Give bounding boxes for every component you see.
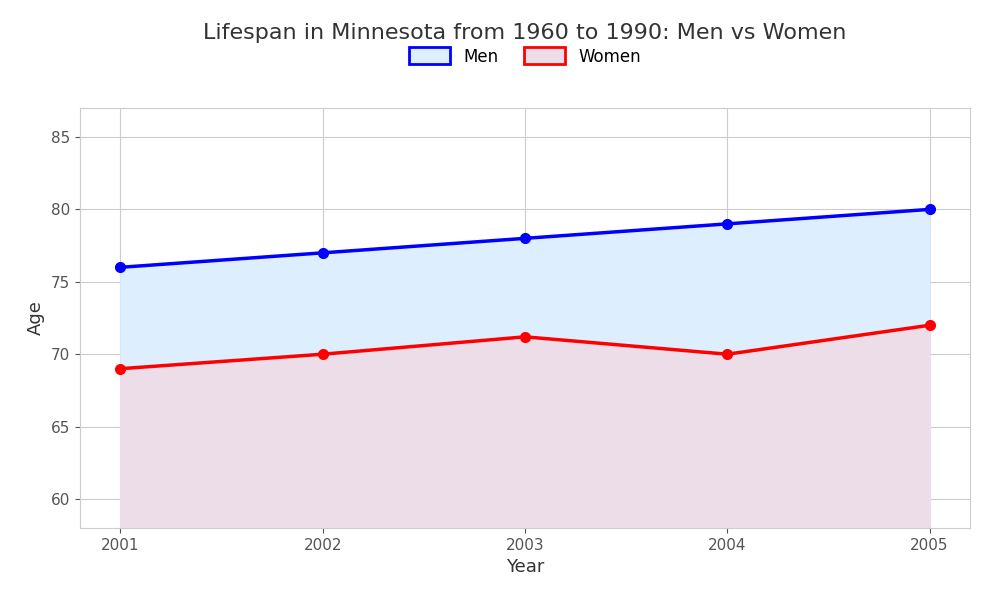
X-axis label: Year: Year (506, 558, 544, 576)
Legend: Men, Women: Men, Women (402, 41, 648, 72)
Y-axis label: Age: Age (27, 301, 45, 335)
Title: Lifespan in Minnesota from 1960 to 1990: Men vs Women: Lifespan in Minnesota from 1960 to 1990:… (203, 23, 847, 43)
